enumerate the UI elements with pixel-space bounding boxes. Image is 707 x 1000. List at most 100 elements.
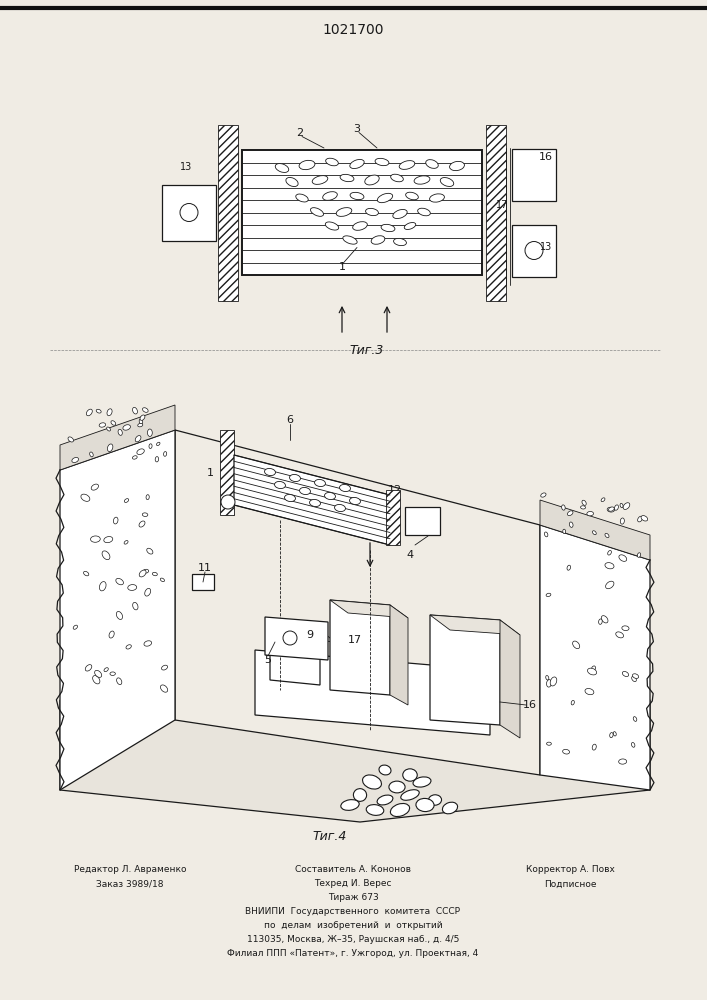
Ellipse shape [132,456,137,459]
Polygon shape [270,625,335,642]
Ellipse shape [110,672,115,675]
Ellipse shape [638,553,641,557]
Polygon shape [270,625,320,685]
Ellipse shape [161,665,168,670]
Polygon shape [330,600,408,618]
Ellipse shape [139,570,146,577]
Ellipse shape [608,550,612,555]
Ellipse shape [619,555,626,561]
Ellipse shape [99,423,105,427]
Ellipse shape [135,436,141,442]
Ellipse shape [620,503,623,508]
Polygon shape [430,615,500,725]
Ellipse shape [139,521,145,527]
Ellipse shape [126,645,132,649]
Ellipse shape [102,551,110,560]
Ellipse shape [107,409,112,416]
Text: 1: 1 [206,468,214,478]
Ellipse shape [117,678,122,685]
Bar [192,574,214,590]
Ellipse shape [290,474,300,482]
Ellipse shape [588,668,597,675]
Ellipse shape [379,765,391,775]
Circle shape [283,631,297,645]
Ellipse shape [371,236,385,244]
Ellipse shape [156,442,160,446]
Text: по  делам  изобретений  и  открытий: по делам изобретений и открытий [264,922,443,930]
Ellipse shape [81,494,90,501]
Polygon shape [540,525,650,790]
Ellipse shape [160,578,165,582]
Ellipse shape [123,425,131,430]
Polygon shape [430,615,520,635]
Ellipse shape [107,444,113,452]
Ellipse shape [264,468,276,476]
Ellipse shape [393,209,407,219]
Text: 9: 9 [306,630,314,640]
Bar [242,150,482,275]
Ellipse shape [571,700,574,705]
Ellipse shape [118,429,122,435]
Ellipse shape [113,517,118,524]
Text: 17: 17 [496,200,508,210]
Ellipse shape [322,192,337,200]
Ellipse shape [111,421,116,425]
Ellipse shape [337,208,352,216]
Ellipse shape [605,563,614,569]
Bar [386,490,400,545]
Text: 3: 3 [354,123,361,133]
Ellipse shape [116,578,124,585]
Ellipse shape [366,208,378,216]
Ellipse shape [133,602,138,610]
Ellipse shape [312,176,328,184]
Ellipse shape [413,777,431,787]
Ellipse shape [284,494,296,502]
Bar [220,430,234,515]
Bar [512,148,556,200]
Text: 13: 13 [180,161,192,172]
Ellipse shape [381,224,395,232]
Text: Редактор Л. Авраменко: Редактор Л. Авраменко [74,865,186,874]
Ellipse shape [148,429,152,436]
Ellipse shape [377,795,393,805]
Ellipse shape [139,419,143,424]
Ellipse shape [163,452,167,456]
Ellipse shape [613,732,617,736]
Polygon shape [540,500,650,560]
Text: 1021700: 1021700 [322,23,384,37]
Ellipse shape [426,160,438,168]
Ellipse shape [631,743,635,747]
Ellipse shape [592,744,596,750]
Text: ВНИИПИ  Государственного  комитета  СССР: ВНИИПИ Государственного комитета СССР [245,908,460,916]
Ellipse shape [144,641,151,646]
Circle shape [180,204,198,222]
Ellipse shape [547,742,551,745]
Ellipse shape [443,802,457,814]
Ellipse shape [343,236,357,244]
Ellipse shape [582,500,586,505]
Ellipse shape [128,585,136,590]
Ellipse shape [546,676,549,680]
Ellipse shape [142,513,148,516]
Ellipse shape [274,481,286,489]
Ellipse shape [143,569,148,573]
Text: 13: 13 [540,242,552,252]
Ellipse shape [153,572,158,576]
Ellipse shape [541,493,546,497]
Ellipse shape [602,616,608,623]
Ellipse shape [299,160,315,170]
Ellipse shape [146,495,149,500]
Text: 6: 6 [286,415,293,425]
Ellipse shape [406,192,419,200]
Ellipse shape [95,670,102,677]
Text: 1: 1 [339,262,346,272]
Ellipse shape [340,174,354,182]
Circle shape [525,241,543,259]
Ellipse shape [550,677,557,686]
Polygon shape [390,605,408,705]
Ellipse shape [591,666,595,671]
Ellipse shape [354,789,367,801]
Ellipse shape [143,408,148,412]
Ellipse shape [418,208,431,216]
Ellipse shape [390,803,409,817]
